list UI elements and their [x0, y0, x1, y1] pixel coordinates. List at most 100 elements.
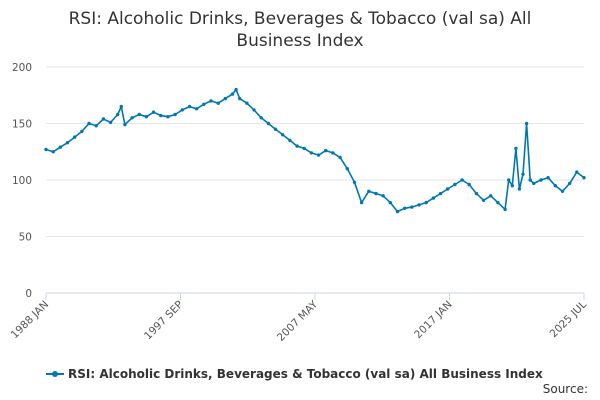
data-point[interactable] — [180, 108, 184, 112]
data-point[interactable] — [403, 206, 407, 210]
data-point[interactable] — [359, 200, 364, 205]
data-point[interactable] — [144, 115, 149, 119]
data-point[interactable] — [137, 112, 141, 117]
data-point[interactable] — [460, 178, 464, 182]
data-point[interactable] — [524, 121, 529, 126]
data-point[interactable] — [453, 182, 457, 187]
chart-title-line-2: Business Index — [236, 31, 363, 51]
data-point[interactable] — [521, 172, 525, 176]
data-point[interactable] — [345, 167, 349, 171]
data-point[interactable] — [119, 104, 124, 109]
data-point[interactable] — [517, 187, 522, 191]
data-point[interactable] — [281, 133, 285, 137]
data-point[interactable] — [316, 153, 321, 157]
data-point[interactable] — [331, 151, 335, 155]
data-point[interactable] — [539, 178, 543, 182]
y-axis: 0 50 100 150 200 — [12, 62, 32, 300]
data-point[interactable] — [216, 101, 220, 105]
data-point[interactable] — [108, 120, 113, 125]
data-point[interactable] — [446, 187, 450, 191]
data-point[interactable] — [187, 104, 192, 109]
data-point[interactable] — [259, 116, 263, 120]
data-point[interactable] — [288, 138, 292, 143]
data-point[interactable] — [123, 122, 127, 127]
data-point[interactable] — [44, 147, 48, 152]
data-point[interactable] — [302, 146, 306, 151]
data-point[interactable] — [238, 96, 242, 101]
data-point[interactable] — [532, 181, 536, 186]
data-point[interactable] — [51, 150, 55, 154]
data-point[interactable] — [266, 121, 271, 126]
data-point[interactable] — [309, 151, 314, 155]
data-point[interactable] — [395, 209, 400, 214]
data-point[interactable] — [528, 178, 532, 182]
data-point[interactable] — [87, 121, 91, 126]
y-tick-label: 200 — [12, 62, 32, 74]
legend[interactable]: RSI: Alcoholic Drinks, Beverages & Tobac… — [46, 367, 543, 381]
data-point[interactable] — [467, 182, 471, 187]
data-point[interactable] — [166, 115, 170, 119]
data-point[interactable] — [367, 189, 371, 193]
data-point[interactable] — [194, 107, 199, 111]
data-point[interactable] — [374, 191, 378, 196]
data-point[interactable] — [546, 176, 550, 180]
series-layer — [44, 87, 586, 214]
data-point[interactable] — [381, 194, 385, 198]
data-point[interactable] — [159, 113, 163, 118]
data-point[interactable] — [295, 144, 299, 148]
x-tick-label: 1997 SEP — [142, 299, 186, 343]
data-point[interactable] — [173, 112, 177, 117]
legend-point-marker — [52, 371, 58, 377]
data-point[interactable] — [553, 184, 557, 188]
data-point[interactable] — [80, 129, 84, 134]
grid-layer — [46, 66, 584, 237]
data-point[interactable] — [424, 200, 428, 205]
y-tick-label: 100 — [12, 175, 32, 187]
data-point[interactable] — [202, 102, 206, 107]
data-point[interactable] — [94, 124, 98, 128]
data-point[interactable] — [234, 87, 238, 92]
data-point[interactable] — [438, 191, 443, 196]
data-point[interactable] — [223, 96, 227, 101]
y-tick-label: 150 — [12, 119, 32, 131]
data-point[interactable] — [230, 92, 235, 96]
data-point[interactable] — [388, 200, 392, 205]
data-point[interactable] — [560, 189, 565, 193]
data-point[interactable] — [481, 198, 486, 202]
data-point[interactable] — [514, 146, 518, 151]
data-point[interactable] — [101, 117, 106, 121]
data-point[interactable] — [503, 207, 507, 212]
data-point[interactable] — [410, 205, 414, 209]
x-tick-label: 2007 MAY — [275, 298, 321, 344]
data-point[interactable] — [338, 155, 342, 160]
data-point[interactable] — [568, 181, 572, 186]
data-point[interactable] — [431, 196, 436, 200]
data-point[interactable] — [496, 200, 500, 205]
data-point[interactable] — [116, 112, 120, 117]
data-point[interactable] — [273, 127, 278, 131]
data-point[interactable] — [65, 141, 70, 145]
x-tick-label: 1988 JAN — [9, 299, 51, 341]
data-point[interactable] — [324, 148, 328, 153]
data-point[interactable] — [252, 108, 256, 112]
data-point[interactable] — [575, 170, 579, 174]
y-tick-label: 50 — [19, 232, 32, 244]
data-point[interactable] — [245, 101, 249, 105]
data-point[interactable] — [130, 116, 134, 120]
data-point[interactable] — [417, 203, 421, 207]
data-point[interactable] — [474, 191, 479, 196]
data-point[interactable] — [151, 110, 156, 114]
data-point[interactable] — [73, 135, 77, 139]
x-tick-label: 2025 JUL — [548, 299, 590, 341]
data-point[interactable] — [507, 178, 511, 182]
data-point[interactable] — [209, 99, 213, 103]
chart-title-line-1: RSI: Alcoholic Drinks, Beverages & Tobac… — [69, 9, 532, 29]
data-point[interactable] — [510, 184, 514, 188]
x-tick-label: 2017 JAN — [412, 299, 454, 341]
data-point[interactable] — [58, 145, 62, 149]
data-point[interactable] — [582, 176, 586, 180]
source-label: Source: — [543, 382, 588, 396]
data-point[interactable] — [489, 194, 493, 198]
data-point[interactable] — [352, 180, 357, 184]
